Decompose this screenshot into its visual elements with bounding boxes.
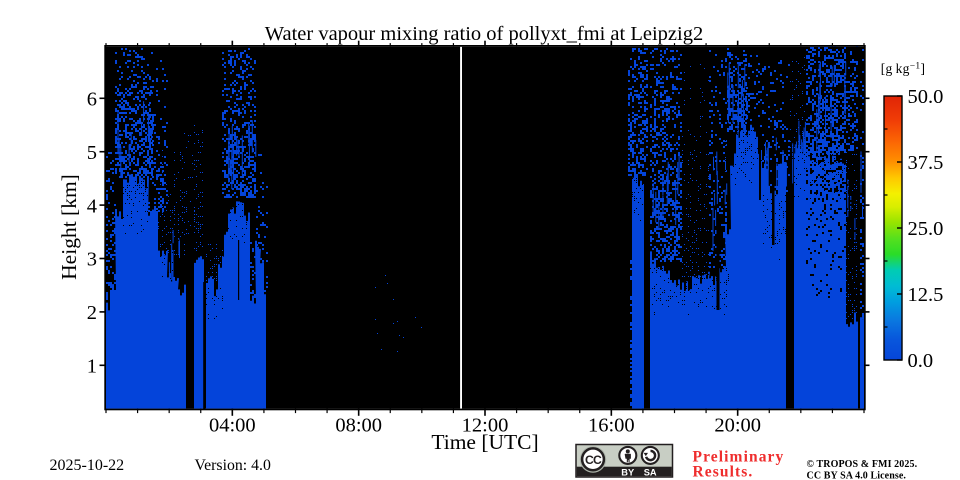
svg-text:0.0: 0.0 xyxy=(908,350,934,372)
svg-text:Preliminary: Preliminary xyxy=(693,449,785,466)
svg-text:50.0: 50.0 xyxy=(908,86,944,108)
svg-text:Time [UTC]: Time [UTC] xyxy=(431,430,538,454)
svg-text:6: 6 xyxy=(87,89,97,111)
svg-text:08:00: 08:00 xyxy=(335,415,382,437)
svg-text:CC: CC xyxy=(585,453,602,467)
svg-text:Height [km]: Height [km] xyxy=(57,174,81,280)
svg-text:BY: BY xyxy=(621,467,635,477)
svg-text:12:00: 12:00 xyxy=(462,415,509,437)
svg-text:25.0: 25.0 xyxy=(908,218,944,240)
svg-text:2025-10-22: 2025-10-22 xyxy=(50,457,125,474)
svg-text:20:00: 20:00 xyxy=(714,415,761,437)
svg-text:© TROPOS & FMI 2025.: © TROPOS & FMI 2025. xyxy=(807,459,918,470)
svg-text:3: 3 xyxy=(87,249,97,271)
svg-text:4: 4 xyxy=(87,195,97,217)
svg-text:04:00: 04:00 xyxy=(209,415,256,437)
svg-text:37.5: 37.5 xyxy=(908,152,944,174)
svg-text:Results.: Results. xyxy=(693,464,754,480)
svg-text:2: 2 xyxy=(87,302,97,324)
svg-text:1: 1 xyxy=(87,356,97,378)
svg-text:SA: SA xyxy=(644,467,657,477)
svg-text:5: 5 xyxy=(87,142,97,164)
svg-text:Version: 4.0: Version: 4.0 xyxy=(195,457,271,474)
svg-text:Water vapour mixing ratio of p: Water vapour mixing ratio of pollyxt_fmi… xyxy=(265,23,703,45)
svg-text:16:00: 16:00 xyxy=(588,415,635,437)
svg-text:12.5: 12.5 xyxy=(908,284,944,306)
svg-text:CC BY SA 4.0 License.: CC BY SA 4.0 License. xyxy=(807,471,907,480)
